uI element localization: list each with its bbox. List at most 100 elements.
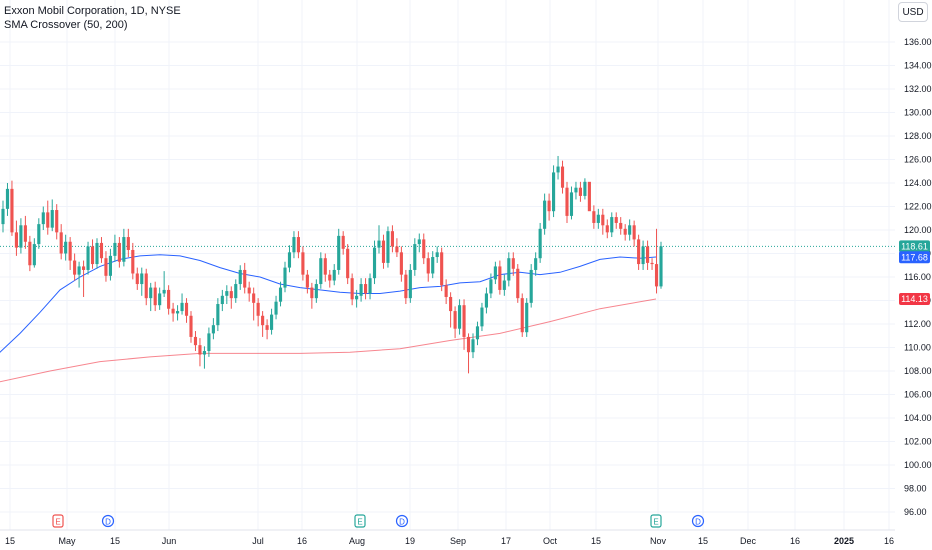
candle-body [55, 210, 59, 233]
candle-body [256, 302, 260, 316]
candle [14, 220, 18, 256]
candle [417, 233, 421, 253]
dividend-icon [101, 514, 115, 528]
candle-body [395, 246, 399, 253]
candle [493, 261, 497, 285]
candle-body [583, 181, 587, 196]
candle [475, 321, 480, 346]
y-tick-label: 120.00 [904, 225, 932, 235]
candle [73, 253, 77, 281]
candle-body [605, 225, 609, 233]
earnings-icon [650, 514, 662, 528]
candle-body [440, 252, 444, 286]
candle-body [355, 295, 359, 300]
candle [86, 241, 90, 275]
candle-body [565, 187, 569, 216]
candle-body [28, 241, 32, 266]
candle [507, 252, 511, 287]
price-axis[interactable]: 96.00 98.00 100.00 102.00 104.00 106.00 108.00… [904, 37, 932, 517]
candle-body [113, 242, 117, 256]
candle-body [569, 192, 574, 216]
candle [117, 237, 121, 268]
candle [144, 268, 148, 306]
x-tick-label: 15 [110, 536, 120, 546]
y-tick-label: 98.00 [904, 484, 927, 494]
candle [435, 246, 439, 263]
candle-body [520, 298, 524, 333]
earnings-icon [354, 514, 366, 528]
candle [207, 327, 211, 357]
candle [520, 293, 524, 337]
y-tick-label: 132.00 [904, 84, 932, 94]
candle [637, 234, 641, 270]
candle-body [328, 274, 332, 281]
dividend-marker: D [395, 514, 409, 528]
candle-body [422, 239, 426, 259]
y-tick-label: 110.00 [904, 343, 931, 353]
candle-body [14, 232, 18, 248]
candle [50, 199, 54, 232]
price-tag: 117.68 [899, 251, 930, 264]
candle [466, 333, 471, 374]
candle-body [274, 301, 278, 315]
candle-body [292, 237, 296, 253]
candle [565, 181, 569, 223]
candle-body [623, 228, 627, 235]
candle-body [493, 266, 497, 280]
candle [605, 219, 609, 239]
candle [243, 262, 247, 294]
candle [525, 298, 529, 337]
currency-button[interactable]: USD [898, 2, 928, 22]
candle-body [390, 231, 394, 247]
indicator-title[interactable]: SMA Crossover (50, 200) [4, 19, 128, 31]
candle [234, 279, 238, 303]
candle [654, 228, 659, 294]
y-tick-label: 124.00 [904, 178, 932, 188]
price-tag-text: 117.68 [901, 252, 928, 262]
candle [193, 331, 198, 352]
candle-body [149, 287, 153, 299]
candle [59, 224, 63, 260]
candle [323, 253, 327, 282]
candle [122, 228, 126, 267]
candle [592, 205, 596, 229]
candle [422, 233, 426, 265]
sma200-line [0, 298, 657, 383]
candle-body [614, 217, 618, 223]
candle [511, 252, 515, 276]
candle [113, 234, 117, 262]
y-tick-label: 122.00 [904, 202, 932, 212]
candle-body [449, 296, 453, 312]
candle [516, 264, 520, 303]
candle-body [247, 287, 251, 294]
candle-body [547, 200, 551, 212]
candle [202, 346, 206, 369]
candle-body [261, 315, 265, 326]
candle [623, 224, 627, 241]
candle [453, 306, 457, 339]
candle [140, 267, 144, 296]
candle [529, 264, 533, 308]
y-tick-label: 128.00 [904, 131, 932, 141]
dividend-marker: D [691, 514, 705, 528]
candle [247, 281, 251, 302]
candle [108, 248, 112, 281]
candle [346, 244, 350, 285]
candle-body [480, 307, 484, 327]
candle [619, 217, 623, 235]
candle [449, 292, 453, 328]
candle [5, 183, 10, 216]
candle-body [5, 188, 10, 209]
candle [158, 287, 162, 310]
symbol-title[interactable]: Exxon Mobil Corporation, 1D, NYSE [4, 5, 181, 17]
candle-body [95, 242, 99, 265]
candle [381, 234, 386, 269]
x-tick-label: Sep [450, 536, 466, 546]
price-tag-text: 118.61 [901, 241, 928, 251]
time-axis[interactable]: 15 May 15 Jun Jul 16 Aug 19 Sep 17 Oct 15 Nov 15 Dec 16… [5, 536, 894, 546]
candle [28, 235, 32, 272]
candle-body [359, 284, 363, 296]
